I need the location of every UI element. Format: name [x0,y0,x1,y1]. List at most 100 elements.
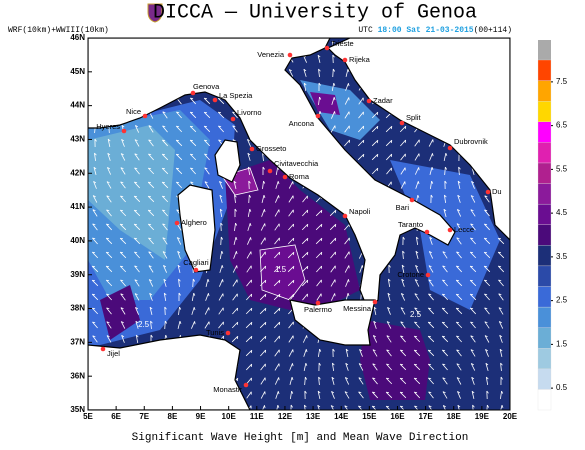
arrow [399,125,407,133]
wave-zone [259,244,306,301]
arrow [275,391,280,399]
colorbar-segment [537,245,552,267]
arrow [148,237,154,245]
arrow [415,250,419,259]
arrow [371,167,379,175]
arrow [469,251,477,259]
arrow [234,222,238,232]
arrow [133,223,141,231]
arrow [275,181,280,189]
arrow [386,321,392,329]
arrow [400,181,406,189]
arrow [218,125,224,133]
lat-label: 46N [70,33,85,42]
lon-label: 12E [278,412,293,421]
arrow [106,307,112,315]
arrow [204,321,210,329]
arrow [133,209,141,217]
arrow [386,167,392,175]
arrow [119,251,127,259]
arrow [148,279,154,287]
arrow [330,293,336,301]
arrow [176,237,182,245]
arrow [441,293,449,301]
arrow [219,265,224,273]
arrow [107,152,111,161]
city-marker [249,146,255,152]
city-label: Napoli [349,207,371,216]
arrow [105,251,113,259]
arrow [471,390,475,399]
arrow [162,251,168,259]
colorbar-segment [537,306,552,328]
arrow [119,265,127,273]
colorbar-overflow [538,40,551,60]
colorbar: 0.5 1.5 2.5 3.5 4.5 5.5 6.5 7.5 [537,40,568,411]
arrow [470,363,476,371]
valid-time: UTC 18:00 Sat 21-03-2015(00+114) [358,26,512,35]
city-label: Ancona [289,119,315,128]
arrow [274,251,281,259]
arrow [119,237,127,245]
city-label: Livorno [237,108,262,117]
arrow [189,111,197,119]
arrow [456,363,462,371]
arrow [134,265,140,273]
city-marker [121,128,127,134]
arrow [120,181,126,189]
arrow [330,251,336,259]
arrow [456,209,462,217]
arrow [232,293,238,301]
colorbar-segment [537,183,552,205]
arrow [217,111,225,119]
arrow [331,82,336,92]
arrow [301,237,309,245]
arrow [399,363,407,371]
arrow [330,265,336,273]
arrow [430,194,433,204]
arrow [231,335,239,343]
arrow [344,125,350,133]
arrow [203,97,211,105]
arrow [402,236,405,246]
arrow [485,348,489,357]
arrow [372,363,378,371]
arrow [498,307,504,315]
city-marker [409,197,415,203]
arrow [456,223,462,231]
arrow [164,320,168,330]
colorbar-label: 7.5 [556,77,568,86]
arrow [105,265,113,273]
arrow [400,139,407,147]
lat-label: 36N [70,371,85,380]
arrow [444,180,447,190]
arrow [219,194,223,203]
arrow [190,167,196,175]
arrow [441,335,449,343]
arrow [275,195,280,203]
arrow [317,390,321,399]
arrow [331,111,336,119]
arrow [483,237,491,245]
model-label: WRF(10km)+WWIII(10km) [8,26,109,35]
arrow [148,153,154,161]
arrow [178,278,181,288]
arrow [385,153,393,161]
arrow [358,363,364,371]
arrow [442,377,448,385]
arrow [387,306,391,315]
city-marker [342,213,348,219]
arrow [287,293,295,301]
arrow [472,404,475,410]
arrow [121,138,125,147]
arrow [259,293,267,301]
arrow [205,293,210,301]
arrow [315,237,323,245]
arrow [484,293,490,301]
city-label: Civitavecchia [274,159,319,168]
arrow [470,321,476,329]
arrow [246,377,252,385]
arrow [414,139,420,147]
arrow [372,335,378,343]
